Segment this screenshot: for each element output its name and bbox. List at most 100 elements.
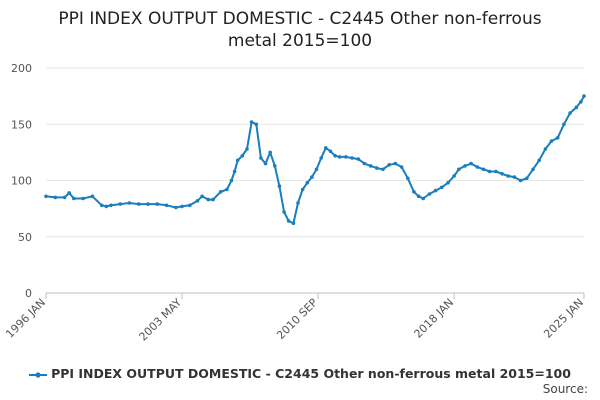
data-point: [579, 100, 583, 104]
data-point: [337, 155, 342, 159]
data-point: [356, 157, 361, 161]
data-point: [263, 161, 268, 166]
data-point: [164, 203, 169, 208]
x-tick-label: 2003 MAY: [137, 296, 185, 344]
data-point: [282, 210, 286, 214]
x-tick-label: 2025 JAN: [541, 296, 586, 341]
legend-label: PPI INDEX OUTPUT DOMESTIC - C2445 Other …: [51, 366, 571, 381]
data-point: [399, 165, 404, 169]
data-point: [90, 194, 95, 199]
x-tick-label: 2010 SEP: [274, 296, 320, 342]
data-point: [286, 219, 291, 223]
data-point: [469, 161, 473, 166]
data-point: [421, 196, 426, 201]
data-point: [174, 205, 178, 210]
legend-swatch: [29, 371, 48, 378]
data-point: [481, 167, 486, 172]
data-point: [62, 195, 67, 200]
data-point: [362, 161, 367, 166]
data-point: [406, 176, 410, 181]
data-point: [333, 154, 337, 158]
data-point: [225, 187, 229, 192]
data-point: [568, 111, 572, 115]
data-point: [500, 172, 504, 176]
data-point: [211, 197, 215, 202]
y-tick-label: 50: [18, 231, 32, 244]
x-tick-label: 1996 JAN: [3, 296, 48, 341]
data-point: [127, 201, 132, 205]
data-point: [291, 221, 296, 226]
y-tick-label: 200: [11, 62, 32, 75]
data-point: [433, 188, 438, 193]
data-point: [446, 181, 450, 185]
data-point: [249, 120, 254, 124]
data-point: [562, 122, 566, 127]
data-point: [44, 194, 48, 199]
data-point: [525, 176, 529, 181]
data-point: [387, 163, 392, 167]
data-point: [381, 167, 385, 172]
data-point: [195, 199, 200, 203]
chart-title-line-1: PPI INDEX OUTPUT DOMESTIC - C2445 Other …: [58, 9, 542, 29]
data-point: [475, 165, 480, 169]
data-point: [537, 158, 541, 163]
data-point: [368, 164, 373, 168]
y-tick-label: 150: [11, 118, 32, 131]
data-point: [155, 202, 160, 206]
data-point: [582, 94, 586, 98]
data-point: [300, 187, 305, 192]
data-point: [206, 197, 211, 202]
data-point: [518, 178, 523, 183]
data-point: [200, 194, 204, 199]
data-point: [268, 150, 273, 155]
data-point: [67, 191, 71, 195]
data-point: [254, 122, 259, 127]
data-point: [180, 204, 184, 209]
data-point: [273, 164, 277, 168]
data-point: [314, 167, 319, 172]
data-point: [427, 192, 432, 196]
data-point: [487, 169, 492, 174]
data-point: [235, 158, 240, 163]
source-label: Source:: [542, 382, 588, 396]
data-point: [350, 156, 354, 160]
data-point: [555, 136, 560, 140]
data-point: [494, 169, 498, 174]
data-point: [245, 147, 249, 151]
data-point: [328, 149, 333, 154]
series-line: [45, 95, 585, 225]
data-point: [506, 174, 511, 178]
data-point: [412, 190, 416, 194]
data-point: [457, 167, 461, 172]
chart-title: PPI INDEX OUTPUT DOMESTIC - C2445 Other …: [0, 8, 600, 52]
data-point: [53, 195, 58, 200]
data-point: [277, 184, 282, 188]
data-point: [512, 175, 517, 179]
data-point: [99, 203, 104, 208]
data-point: [463, 164, 467, 168]
data-point: [452, 174, 456, 178]
data-point: [218, 190, 223, 194]
data-point: [416, 194, 421, 199]
x-tick-label: 2018 JAN: [412, 296, 457, 341]
data-point: [531, 167, 535, 172]
data-point: [375, 166, 379, 170]
data-point: [104, 204, 109, 209]
data-point: [393, 161, 398, 166]
data-point: [549, 139, 554, 143]
legend[interactable]: PPI INDEX OUTPUT DOMESTIC - C2445 Other …: [0, 366, 600, 381]
data-point: [137, 202, 141, 206]
data-point: [319, 156, 324, 160]
data-point: [232, 169, 237, 174]
data-point: [240, 154, 245, 158]
data-point: [543, 147, 548, 151]
data-point: [81, 196, 85, 201]
data-point: [118, 202, 122, 206]
data-point: [344, 155, 348, 159]
chart-title-line-2: metal 2015=100: [227, 31, 373, 51]
data-point: [188, 203, 192, 208]
data-point: [305, 181, 310, 185]
data-point: [72, 196, 76, 201]
